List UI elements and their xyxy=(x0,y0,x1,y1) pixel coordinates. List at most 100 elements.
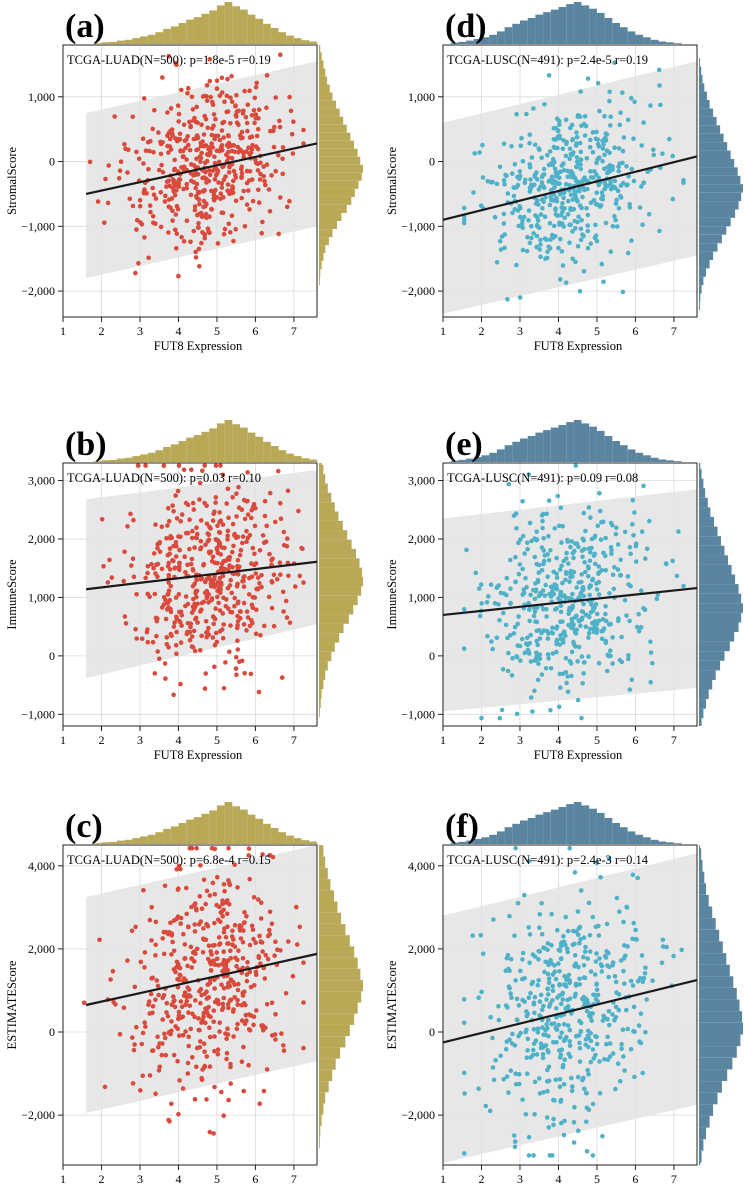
histogram-bar xyxy=(458,41,467,44)
data-point xyxy=(239,924,244,929)
data-point xyxy=(525,234,530,240)
data-point xyxy=(513,1071,518,1076)
data-point xyxy=(235,619,241,624)
x-tick-label: 1 xyxy=(440,324,446,338)
histogram-bar xyxy=(699,526,718,537)
data-point xyxy=(241,584,247,589)
data-point xyxy=(534,638,539,644)
data-point xyxy=(81,1000,87,1006)
data-point xyxy=(165,1013,171,1019)
data-point xyxy=(577,1040,582,1046)
data-point xyxy=(200,468,205,474)
data-point xyxy=(539,901,544,906)
data-point xyxy=(201,1010,207,1016)
data-point xyxy=(225,486,231,492)
data-point xyxy=(544,255,550,261)
data-point xyxy=(625,182,630,187)
data-point xyxy=(572,994,578,999)
histogram-bar xyxy=(581,423,590,462)
data-point xyxy=(567,596,572,601)
data-point xyxy=(224,1050,230,1056)
data-point xyxy=(576,618,582,624)
histogram-bar xyxy=(489,34,497,44)
data-point xyxy=(241,920,247,926)
data-point xyxy=(247,623,253,629)
data-point xyxy=(588,515,593,520)
histogram-bar xyxy=(319,856,326,868)
data-point xyxy=(566,1051,572,1057)
data-point xyxy=(544,997,549,1002)
data-point xyxy=(203,671,208,676)
data-point xyxy=(201,561,207,567)
data-point xyxy=(301,1000,306,1005)
data-point xyxy=(203,901,208,907)
data-point xyxy=(552,1098,557,1103)
data-point xyxy=(206,943,212,948)
panel-label: (b) xyxy=(65,426,107,463)
data-point xyxy=(539,174,545,180)
data-point xyxy=(234,93,239,98)
data-point xyxy=(208,968,214,973)
data-point xyxy=(284,615,290,620)
histogram-bar xyxy=(699,918,716,930)
data-point xyxy=(204,630,209,635)
data-point xyxy=(141,161,146,166)
data-point xyxy=(516,1033,521,1039)
data-point xyxy=(267,551,272,557)
data-point xyxy=(249,515,254,521)
data-point xyxy=(578,937,583,942)
data-point xyxy=(540,518,545,524)
data-point xyxy=(561,1132,567,1138)
data-point xyxy=(566,198,571,204)
data-point xyxy=(252,95,258,101)
data-point xyxy=(230,549,235,555)
histogram-bar xyxy=(319,935,350,947)
data-point xyxy=(190,568,196,573)
data-point xyxy=(140,1073,145,1079)
data-point xyxy=(540,1045,545,1050)
data-point xyxy=(167,136,173,142)
data-point xyxy=(633,927,638,933)
data-point xyxy=(558,941,564,946)
data-point xyxy=(204,177,209,182)
data-point xyxy=(557,567,563,572)
histogram-bar xyxy=(263,23,271,44)
data-point xyxy=(506,650,511,656)
data-point xyxy=(565,539,571,544)
data-point xyxy=(163,616,169,622)
histogram-bar xyxy=(319,539,352,549)
data-point xyxy=(545,1088,550,1094)
histogram-bar xyxy=(319,45,321,53)
x-tick-label: 6 xyxy=(252,733,258,747)
data-point xyxy=(534,233,540,239)
data-point xyxy=(198,143,204,149)
histogram-bar xyxy=(543,812,551,844)
data-point xyxy=(181,122,187,128)
x-tick-label: 6 xyxy=(632,1172,638,1185)
data-point xyxy=(181,931,186,937)
data-point xyxy=(194,1045,200,1051)
data-point xyxy=(534,244,539,250)
data-point xyxy=(259,900,264,905)
data-point xyxy=(215,594,220,600)
data-point xyxy=(210,880,216,886)
data-point xyxy=(207,1129,213,1135)
data-point xyxy=(593,1052,598,1058)
histogram-bar xyxy=(699,116,717,126)
data-point xyxy=(644,546,650,552)
data-point xyxy=(202,232,208,238)
data-point xyxy=(150,126,155,132)
y-tick-label: 0 xyxy=(429,1025,435,1039)
data-point xyxy=(253,144,259,149)
data-point xyxy=(516,1071,522,1077)
histogram-bar xyxy=(319,492,332,503)
data-point xyxy=(188,239,193,245)
histogram-bar xyxy=(224,2,233,44)
data-point xyxy=(212,846,217,852)
histogram-bar xyxy=(101,42,110,44)
data-point xyxy=(608,249,614,254)
data-point xyxy=(566,561,571,566)
data-point xyxy=(194,845,199,851)
data-point xyxy=(616,1007,622,1013)
data-point xyxy=(221,135,226,140)
